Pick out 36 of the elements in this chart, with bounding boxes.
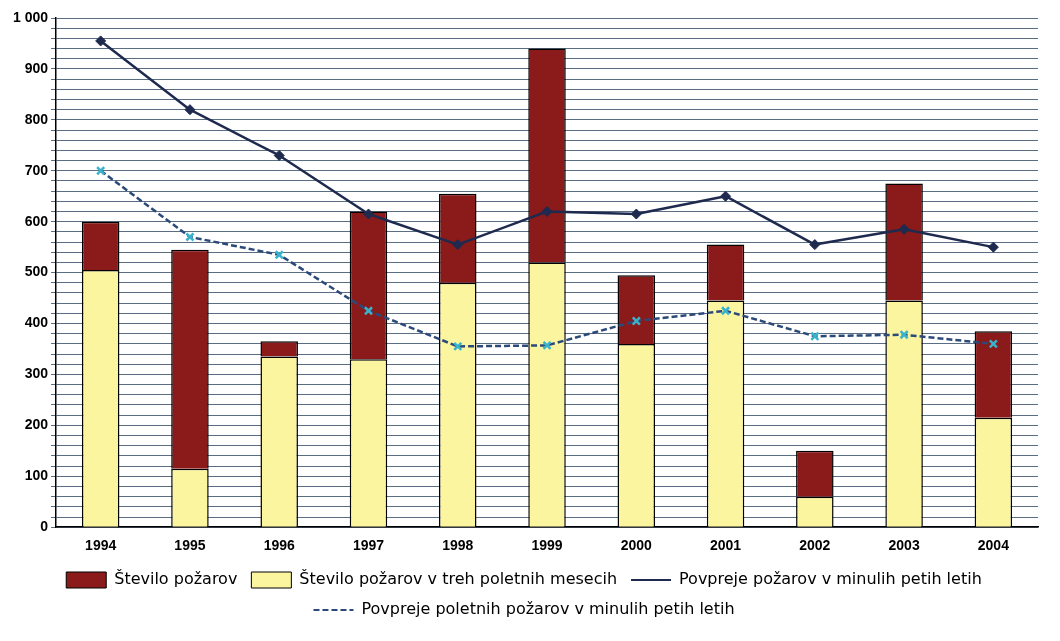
x-tick-label: 2003	[888, 537, 920, 554]
point	[95, 35, 107, 47]
y-tick-label: 100	[24, 467, 49, 484]
point	[452, 239, 464, 251]
point	[987, 241, 999, 253]
x-tick-label: 1997	[352, 537, 385, 554]
y-tick-label: 1 000	[12, 8, 49, 25]
x-tick-label: 1996	[263, 537, 295, 554]
x-tick-label: 1999	[531, 537, 563, 554]
legend-label: Število požarov	[114, 569, 238, 589]
y-tick-label: 800	[24, 110, 49, 127]
point	[720, 190, 732, 202]
point	[898, 223, 910, 235]
x-tick-label: 1994	[85, 537, 117, 554]
y-tick-label: 300	[24, 365, 49, 382]
x-tick-label: 2002	[799, 537, 831, 554]
x-tick-label: 2000	[620, 537, 653, 554]
legend-label: Povpreje požarov v minulih petih letih	[679, 569, 982, 589]
y-tick-label: 900	[24, 59, 49, 76]
x-tick-label: 1998	[442, 537, 474, 554]
x-tick-label: 1995	[174, 537, 206, 554]
point	[809, 239, 821, 251]
y-tick-label: 400	[24, 314, 49, 331]
legend-label: Število požarov v treh poletnih mesecih	[299, 569, 618, 589]
point	[541, 206, 553, 217]
point	[273, 149, 285, 161]
y-tick-label: 700	[24, 161, 49, 178]
y-tick-label: 600	[24, 212, 49, 229]
point	[362, 208, 374, 220]
y-tick-label: 500	[24, 263, 49, 280]
x-tick-label: 2001	[709, 537, 742, 554]
y-tick-label: 0	[40, 518, 49, 535]
y-tick-label: 200	[24, 416, 49, 433]
legend-label: Povpreje poletnih požarov v minulih petih letih	[361, 599, 735, 619]
x-tick-label: 2004	[977, 537, 1010, 554]
point	[184, 104, 196, 116]
